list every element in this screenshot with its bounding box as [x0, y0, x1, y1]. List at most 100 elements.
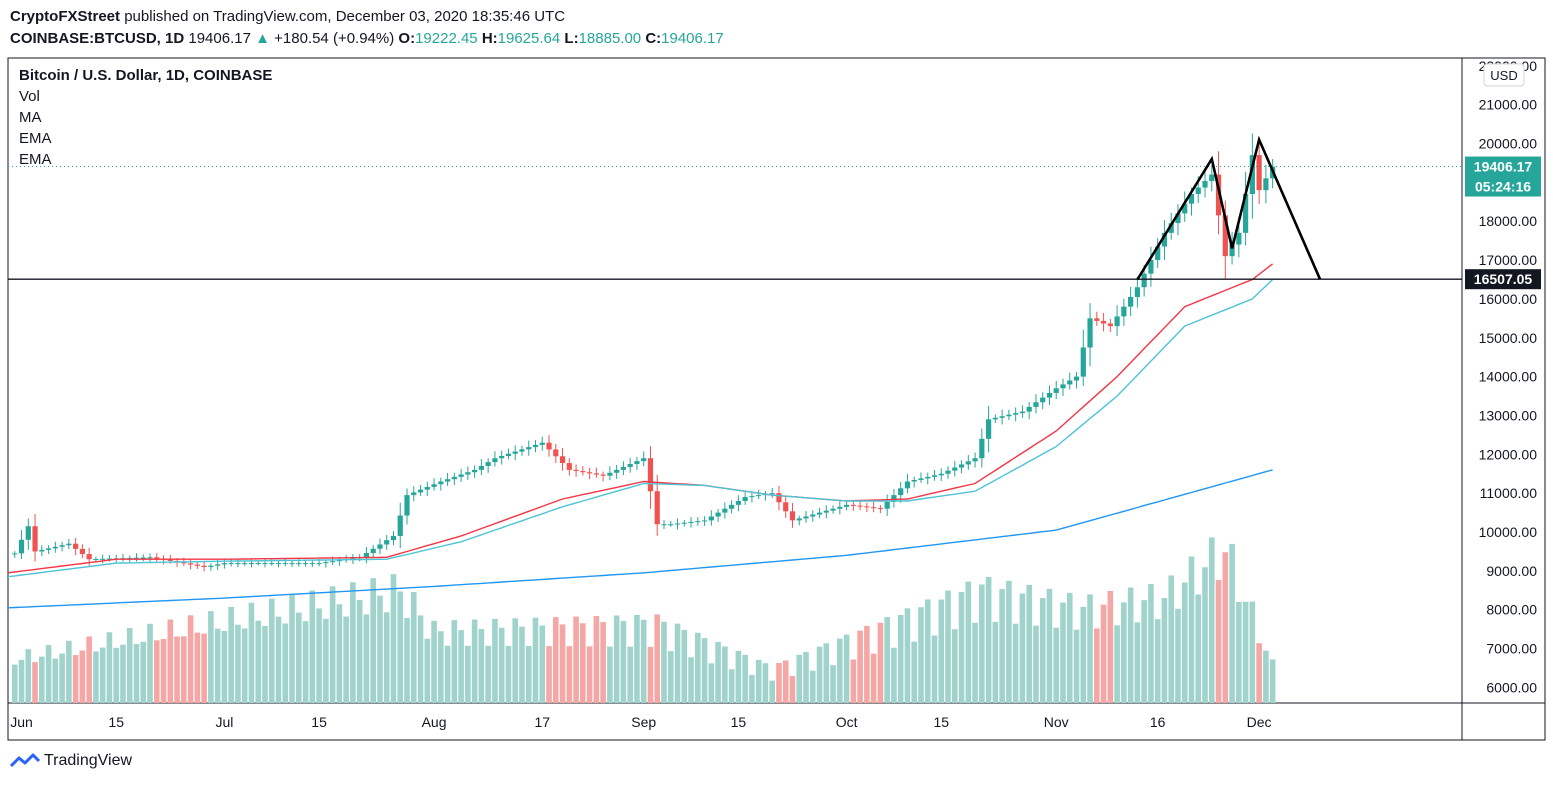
candle: [45, 545, 52, 554]
volume-bar: [1161, 597, 1168, 703]
currency-button[interactable]: USD: [1483, 63, 1525, 87]
candle: [1067, 372, 1073, 390]
candle: [18, 529, 25, 560]
candle: [580, 466, 586, 476]
candle: [120, 553, 126, 562]
volume-bar: [323, 618, 329, 703]
candle: [208, 563, 214, 571]
volume-bar: [837, 638, 843, 703]
candle-body: [45, 548, 52, 550]
volume-bar: [1127, 587, 1134, 703]
candle-body: [776, 493, 782, 503]
volume-bar: [451, 620, 458, 703]
tradingview-footer[interactable]: TradingView: [10, 752, 132, 770]
candle-body: [1087, 318, 1093, 348]
candle: [438, 477, 444, 491]
candle-body: [458, 474, 464, 477]
volume-bar: [1222, 552, 1229, 703]
candle-body: [370, 548, 376, 554]
candle-body: [1026, 406, 1032, 412]
candle-body: [1155, 246, 1161, 261]
legend-item-vol[interactable]: Vol: [19, 88, 40, 105]
volume-bar: [377, 595, 383, 703]
volume-bar: [153, 640, 160, 703]
legend-item-ma[interactable]: MA: [19, 109, 42, 126]
candle: [695, 517, 701, 526]
volume-bars: [11, 537, 1276, 703]
candle-body: [336, 560, 342, 562]
candle-body: [803, 516, 809, 519]
candle-body: [992, 417, 998, 420]
legend-item-ema-2[interactable]: EMA: [19, 151, 52, 168]
volume-bar: [1175, 608, 1181, 703]
candle-body: [850, 504, 856, 506]
candle-body: [472, 469, 478, 473]
candle-body: [1148, 260, 1154, 274]
candle-body: [1134, 287, 1140, 297]
volume-bar: [302, 621, 309, 703]
volume-bar: [552, 617, 559, 703]
candle: [66, 538, 72, 550]
volume-bar: [1100, 604, 1107, 703]
volume-bar: [424, 638, 431, 703]
candle: [945, 466, 951, 479]
candle: [363, 546, 370, 564]
volume-bar: [1134, 622, 1141, 703]
candle: [147, 553, 153, 562]
volume-bar: [45, 644, 52, 703]
candle: [444, 472, 451, 486]
candle: [411, 486, 417, 502]
candle-body: [695, 521, 701, 523]
candle-body: [756, 495, 762, 497]
candle-body: [573, 469, 579, 472]
candle-body: [918, 478, 924, 480]
candle-body: [810, 514, 816, 517]
candle: [532, 440, 539, 453]
close-value: 19406.17: [661, 30, 724, 47]
candle: [904, 473, 911, 494]
date-tick-label: Aug: [422, 714, 447, 730]
volume-bar: [519, 626, 525, 703]
volume-bar: [106, 632, 113, 703]
candle-body: [600, 474, 606, 476]
volume-bar: [992, 621, 999, 703]
date-tick-label: Jul: [215, 714, 233, 730]
volume-bar: [857, 630, 863, 703]
candle-body: [749, 496, 755, 498]
candle-body: [512, 451, 518, 454]
candle-body: [167, 559, 173, 561]
volume-bar: [383, 612, 390, 703]
open-label: O:: [398, 30, 416, 47]
volume-bar: [884, 617, 890, 703]
candle: [39, 545, 45, 557]
volume-bar: [471, 619, 478, 703]
volume-bar: [580, 623, 586, 703]
candle: [783, 495, 789, 518]
candle: [681, 519, 687, 527]
candle: [1155, 238, 1161, 268]
candle-body: [1215, 174, 1222, 216]
candle: [52, 541, 58, 553]
candle-body: [911, 479, 917, 482]
volume-bar: [18, 659, 25, 703]
candle-body: [100, 558, 106, 560]
candle: [1242, 171, 1249, 246]
publisher-name[interactable]: CryptoFXStreet: [10, 8, 121, 25]
candle-body: [1209, 174, 1215, 182]
candle-body: [735, 500, 741, 505]
candle: [972, 452, 978, 468]
candle-body: [1094, 318, 1100, 321]
candle: [810, 510, 816, 522]
legend-item-ema[interactable]: EMA: [19, 130, 52, 147]
volume-bar: [945, 590, 951, 703]
chart-frame: [7, 57, 1546, 741]
candle: [796, 515, 802, 526]
symbol-label: COINBASE:BTCUSD, 1D: [10, 30, 185, 47]
candle: [864, 502, 870, 513]
volume-bar: [343, 616, 349, 703]
volume-bar: [194, 632, 201, 703]
volume-bar: [289, 594, 295, 703]
volume-bar: [1053, 627, 1060, 703]
date-tick-label: Nov: [1044, 714, 1069, 730]
